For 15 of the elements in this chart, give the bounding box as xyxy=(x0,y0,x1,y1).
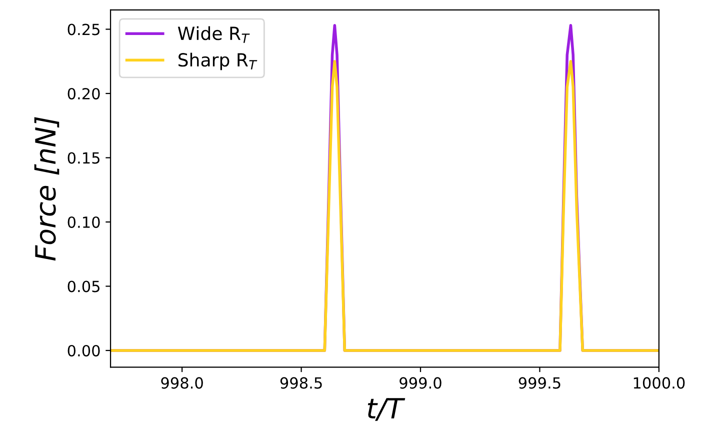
x-tick-label: 999.5 xyxy=(518,377,560,389)
y-tick-label: 0.20 xyxy=(68,88,100,100)
y-tick-label: 0.10 xyxy=(68,216,100,228)
legend-label: Wide R$_{T}$ xyxy=(178,26,250,43)
x-tick-label: 999.0 xyxy=(400,377,442,389)
x-tick-label: 1000.0 xyxy=(634,377,685,389)
x-axis-title: t/T xyxy=(368,398,406,421)
y-tick-label: 0.25 xyxy=(68,24,100,36)
x-tick-label: 998.5 xyxy=(280,377,322,389)
y-tick-label: 0.00 xyxy=(68,344,100,356)
y-tick-label: 0.15 xyxy=(68,152,100,164)
legend-label: Sharp R$_{T}$ xyxy=(178,52,258,70)
x-tick-label: 998.0 xyxy=(161,377,203,389)
y-tick-label: 0.05 xyxy=(68,280,100,292)
y-axis-title: Force [nN] xyxy=(34,117,60,261)
